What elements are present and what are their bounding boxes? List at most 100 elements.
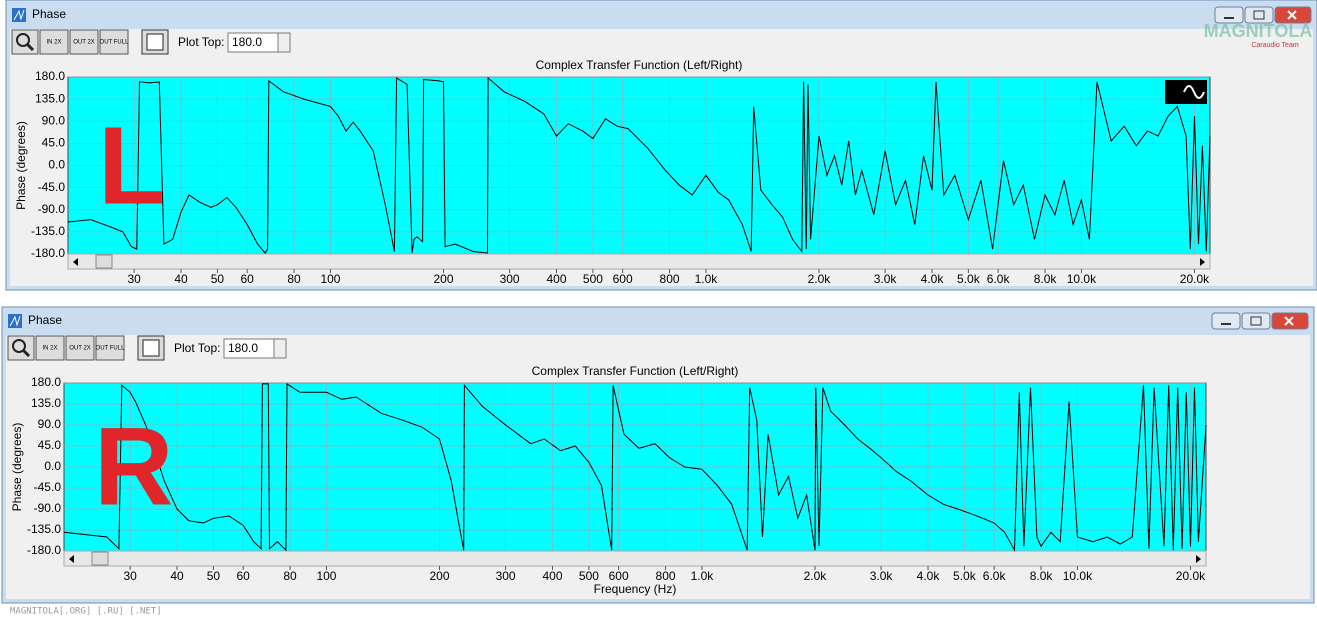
y-tick-label: -135.0 <box>31 224 65 238</box>
y-tick-label: 90.0 <box>42 113 66 127</box>
y-tick-label: -90.0 <box>34 501 62 515</box>
zoom-glyph <box>25 42 35 52</box>
max-glyph <box>1253 10 1265 20</box>
window: Phase IN 2X OUT 2X OUT FULL Plot Top: 180.0 Co… <box>5 0 1317 291</box>
chart-title: Complex Transfer Function (Left/Right) <box>532 364 739 378</box>
x-tick-label: 3.0k <box>870 569 894 583</box>
y-tick-label: -135.0 <box>27 522 61 536</box>
toolbar-button[interactable] <box>35 335 65 361</box>
minimize-button[interactable] <box>1211 312 1241 330</box>
x-tick-label: 500 <box>583 272 603 286</box>
scrollbar[interactable] <box>63 550 1207 567</box>
scrollbar[interactable] <box>67 253 1211 270</box>
app-icon <box>12 8 26 22</box>
toolbar-button[interactable] <box>69 29 99 55</box>
y-tick-label: -45.0 <box>34 480 62 494</box>
plot-top-label: Plot Top: <box>178 35 224 49</box>
y-tick-label: 180.0 <box>31 375 61 389</box>
y-tick-label: -180.0 <box>27 543 61 557</box>
x-tick-label: 4.0k <box>917 569 941 583</box>
minimize-button[interactable] <box>1214 6 1244 24</box>
x-tick-label: 10.0k <box>1067 272 1097 286</box>
x-axis-label: Frequency (Hz) <box>594 582 677 596</box>
x-tick-label: 6.0k <box>983 569 1007 583</box>
x-tick-label: 60 <box>240 272 254 286</box>
annotation: R <box>94 405 173 528</box>
x-tick-label: 40 <box>170 569 184 583</box>
x-tick-label: 800 <box>660 272 680 286</box>
x-tick-label: 20.0k <box>1180 272 1210 286</box>
maximize-button[interactable] <box>1244 6 1274 24</box>
window: Phase IN 2X OUT 2X OUT FULL Plot Top: 180.0 Co… <box>1 306 1315 604</box>
x-tick-label: 100 <box>316 569 336 583</box>
toolbar-button-label: OUT FULL <box>96 346 126 352</box>
y-axis-label: Phase (degrees) <box>10 423 24 512</box>
app-icon-glyph <box>13 9 25 21</box>
phase-line <box>67 76 1211 254</box>
y-tick-label: 135.0 <box>31 396 61 410</box>
y-tick-label: 45.0 <box>42 136 66 150</box>
scroll-arrow <box>1200 258 1205 266</box>
x-tick-label: 2.0k <box>808 272 832 286</box>
x-tick-label: 2.0k <box>804 569 828 583</box>
x-tick-label: 300 <box>500 272 520 286</box>
x-tick-label: 10.0k <box>1063 569 1093 583</box>
y-tick-label: 0.0 <box>44 459 61 473</box>
x-tick-label: 5.0k <box>957 272 981 286</box>
toolbar-button-label: OUT FULL <box>100 40 130 46</box>
x-tick-label: 20.0k <box>1176 569 1206 583</box>
annotation: L <box>98 104 165 227</box>
x-tick-label: 600 <box>609 569 629 583</box>
x-tick-label: 40 <box>174 272 188 286</box>
scroll-thumb[interactable] <box>95 254 113 269</box>
max-glyph <box>1250 316 1262 326</box>
toolbar-button-label: IN 2X <box>42 346 57 352</box>
x-tick-label: 30 <box>127 272 141 286</box>
x-tick-label: 50 <box>211 272 225 286</box>
y-tick-label: 45.0 <box>38 438 62 452</box>
y-axis-label: Phase (degrees) <box>14 121 28 210</box>
x-tick-label: 400 <box>543 569 563 583</box>
toolbar-button[interactable] <box>99 29 129 55</box>
app-icon-glyph <box>9 315 21 327</box>
x-tick-label: 30 <box>123 569 137 583</box>
x-tick-label: 60 <box>236 569 250 583</box>
spin-button[interactable] <box>277 32 291 53</box>
zoom-glyph <box>16 33 30 47</box>
scroll-arrow <box>73 258 78 266</box>
scroll-thumb[interactable] <box>91 551 109 566</box>
y-tick-label: 135.0 <box>35 91 65 105</box>
chart-title: Complex Transfer Function (Left/Right) <box>536 58 743 72</box>
app-icon <box>8 314 22 328</box>
toolbar-button-label: IN 2X <box>46 40 61 46</box>
close-glyph <box>1287 10 1297 20</box>
toolbar-button-label: OUT 2X <box>73 40 95 46</box>
toolbar-button[interactable] <box>95 335 125 361</box>
close-glyph <box>1284 316 1294 326</box>
toolbar-button-label: OUT 2X <box>69 346 91 352</box>
x-tick-label: 200 <box>429 569 449 583</box>
options-glyph <box>146 33 164 51</box>
y-tick-label: -180.0 <box>31 246 65 260</box>
plot-icon[interactable] <box>1165 80 1207 104</box>
x-tick-label: 80 <box>283 569 297 583</box>
x-tick-label: 500 <box>579 569 599 583</box>
x-tick-label: 300 <box>496 569 516 583</box>
watermark: MAGNITOLA[.ORG] [.RU] [.NET] <box>10 607 162 617</box>
spin-button[interactable] <box>273 338 287 359</box>
window-title: Phase <box>32 7 66 21</box>
y-tick-label: 0.0 <box>48 158 65 172</box>
y-tick-label: 90.0 <box>38 417 62 431</box>
zoom-glyph <box>21 348 31 358</box>
plot-icon-glyph <box>1183 85 1205 99</box>
x-tick-label: 400 <box>547 272 567 286</box>
maximize-button[interactable] <box>1241 312 1271 330</box>
x-tick-label: 50 <box>207 569 221 583</box>
toolbar-button[interactable] <box>65 335 95 361</box>
toolbar-button[interactable] <box>39 29 69 55</box>
options-glyph <box>142 339 160 357</box>
x-tick-label: 80 <box>287 272 301 286</box>
window-title: Phase <box>28 313 62 327</box>
x-tick-label: 4.0k <box>921 272 945 286</box>
